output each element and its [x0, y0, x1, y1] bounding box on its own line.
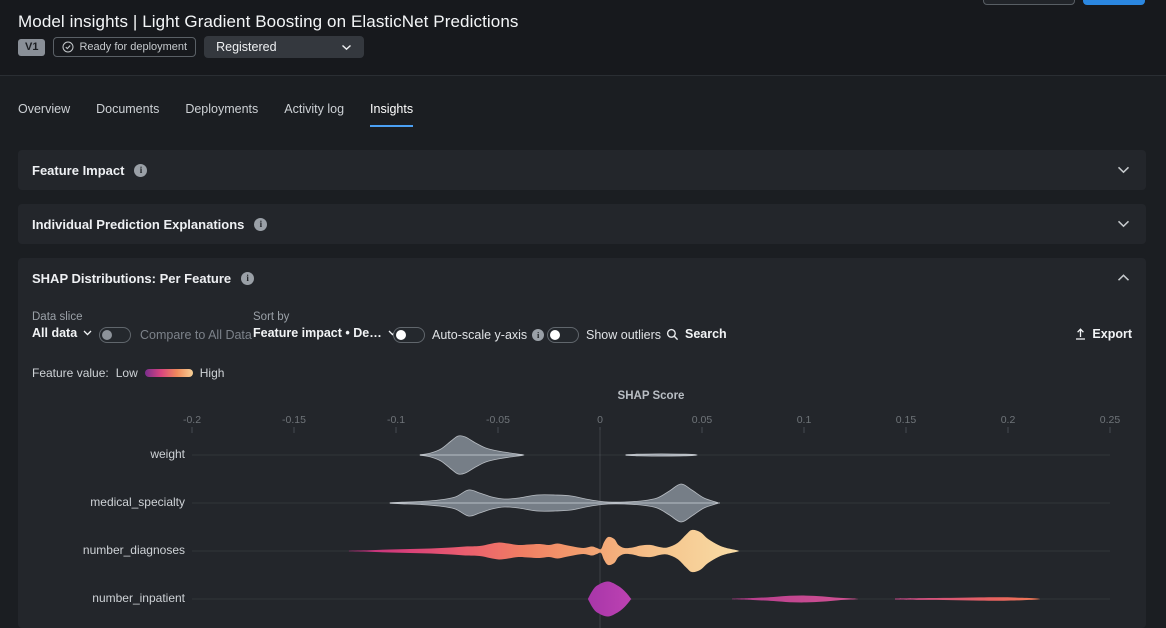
show-outliers-label: Show outliers: [586, 328, 662, 342]
chevron-down-icon: [342, 44, 352, 50]
chevron-down-icon[interactable]: [1117, 166, 1130, 174]
data-slice-value: All data: [32, 326, 78, 340]
toggle-knob: [550, 330, 560, 340]
chevron-up-icon[interactable]: [1117, 274, 1130, 282]
shap-panel-title: SHAP Distributions: Per Feature: [32, 270, 232, 286]
compare-all-data-toggle[interactable]: [99, 327, 131, 343]
autoscale-y-axis-label: Auto-scale y-axis: [432, 328, 528, 342]
x-tick-label: 0.15: [896, 414, 917, 426]
legend-high-label: High: [199, 366, 225, 380]
feature-value-gradient: [144, 369, 193, 377]
info-icon[interactable]: i: [254, 217, 268, 231]
shap-violin-chart[interactable]: -0.2 -0.15 -0.1 -0.05 0 0.05 0.1 0.15 0.2 0.25: [18, 410, 1146, 628]
x-tick-label: 0.25: [1100, 414, 1121, 426]
x-tick-label: 0.2: [1001, 414, 1016, 426]
violin-number_inpatient[interactable]: [895, 597, 1040, 601]
tab-overview[interactable]: Overview: [18, 102, 71, 116]
export-button[interactable]: Export: [1075, 327, 1132, 341]
primary-action-button-cropped[interactable]: [1083, 0, 1145, 5]
page-header: Model insights | Light Gradient Boosting…: [0, 0, 1166, 76]
x-tick-label: -0.15: [282, 414, 306, 426]
feature-impact-panel: Feature Impact i: [18, 150, 1146, 190]
chevron-down-icon[interactable]: [1117, 220, 1130, 228]
export-label: Export: [1092, 327, 1132, 341]
prediction-explanations-panel: Individual Prediction Explanations i: [18, 204, 1146, 244]
x-tick-label: 0.1: [797, 414, 812, 426]
feature-label-number_diagnoses: number_diagnoses: [82, 543, 185, 557]
sort-by-label: Sort by: [253, 311, 290, 323]
info-icon[interactable]: i: [241, 271, 255, 285]
prediction-explanations-panel-header[interactable]: Individual Prediction Explanations i: [18, 204, 1146, 244]
tab-deployments[interactable]: Deployments: [185, 102, 259, 116]
sort-by-value: Feature impact • De…: [253, 326, 382, 340]
tab-activity-log[interactable]: Activity log: [284, 102, 345, 116]
search-control[interactable]: Search: [666, 327, 727, 341]
sort-by-dropdown[interactable]: Feature impact • De…: [253, 326, 397, 340]
feature-impact-title: Feature Impact: [32, 162, 125, 178]
tab-insights[interactable]: Insights: [370, 102, 414, 127]
page-title: Model insights | Light Gradient Boosting…: [18, 12, 519, 31]
x-tick-label: 0.05: [692, 414, 713, 426]
feature-value-legend: Feature value: Low High: [32, 366, 224, 380]
secondary-action-button-cropped[interactable]: [983, 0, 1075, 5]
legend-low-label: Low: [115, 366, 138, 380]
violin-number_inpatient[interactable]: [732, 595, 859, 603]
export-icon: [1076, 328, 1086, 340]
deployment-ready-badge: Ready for deployment: [53, 37, 197, 57]
violin-number_inpatient[interactable]: [588, 581, 632, 617]
info-icon[interactable]: i: [532, 329, 545, 341]
x-tick-label: -0.2: [183, 414, 201, 426]
search-icon: [666, 328, 679, 340]
data-slice-label: Data slice: [32, 311, 83, 323]
show-outliers-toggle[interactable]: [547, 327, 579, 343]
legend-prefix: Feature value:: [32, 366, 109, 380]
shap-panel-header[interactable]: SHAP Distributions: Per Feature i: [18, 258, 1146, 298]
model-badge-row: V1 Ready for deployment Registered: [18, 36, 365, 58]
tab-documents[interactable]: Documents: [96, 102, 160, 116]
prediction-explanations-title: Individual Prediction Explanations: [32, 216, 245, 232]
feature-label-medical_specialty: medical_specialty: [90, 495, 185, 509]
violin-number_diagnoses[interactable]: [348, 529, 740, 573]
x-tick-label: -0.05: [486, 414, 510, 426]
data-slice-dropdown[interactable]: All data: [32, 326, 92, 340]
toggle-knob: [396, 330, 406, 340]
feature-impact-panel-header[interactable]: Feature Impact i: [18, 150, 1146, 190]
feature-label-weight: weight: [150, 447, 185, 461]
check-circle-icon: [62, 41, 74, 53]
shap-distributions-panel: SHAP Distributions: Per Feature i Data s…: [18, 258, 1146, 628]
chevron-down-icon: [83, 330, 92, 336]
version-badge: V1: [18, 38, 46, 56]
autoscale-y-axis-toggle[interactable]: [393, 327, 425, 343]
deployment-ready-label: Ready for deployment: [79, 41, 188, 53]
x-tick-label: -0.1: [387, 414, 405, 426]
tab-bar: Overview Documents Deployments Activity log…: [18, 102, 414, 127]
feature-label-number_inpatient: number_inpatient: [92, 591, 185, 605]
search-label: Search: [685, 327, 727, 341]
compare-all-data-label: Compare to All Data: [140, 328, 252, 342]
info-icon[interactable]: i: [134, 163, 148, 177]
x-axis-title: SHAP Score: [617, 390, 685, 402]
registration-dropdown[interactable]: Registered: [204, 36, 365, 58]
registration-dropdown-value: Registered: [216, 40, 277, 54]
x-tick-label: 0: [597, 414, 603, 426]
toggle-knob: [102, 330, 112, 340]
